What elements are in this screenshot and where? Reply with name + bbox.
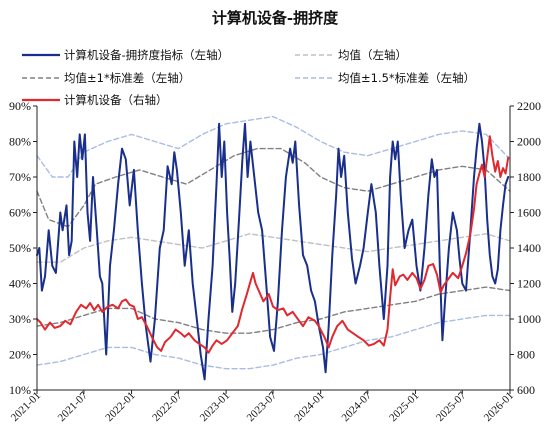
legend-label-index: 计算机设备（右轴） (64, 93, 168, 107)
right-axis-ticks: 600 800 1000 1200 1400 1600 1800 2000 2200 (510, 99, 541, 397)
x-tick-label: 2024-01 (292, 390, 326, 424)
x-axis-ticks: 2021-01 2021-07 2022-01 2022-07 2023-01 2023-… (9, 389, 516, 424)
bands-layer (36, 115, 511, 370)
left-tick-label: 20% (9, 348, 31, 362)
left-tick-label: 60% (9, 206, 31, 220)
right-tick-label: 600 (517, 383, 535, 397)
right-tick-label: 1800 (517, 170, 541, 184)
series-line-band15-lower (36, 314, 511, 370)
x-tick-label: 2026-01 (482, 390, 516, 424)
right-tick-label: 1400 (517, 241, 541, 255)
left-axis-ticks: 10% 20% 30% 40% 50% 60% 70% 80% 90% (9, 99, 37, 397)
legend-label-crowding: 计算机设备-拥挤度指标（左轴） (64, 48, 229, 62)
right-tick-label: 2200 (517, 99, 541, 113)
legend: 计算机设备-拥挤度指标（左轴） 均值（左轴） 均值±1*标准差（左轴） 均值±1… (22, 48, 475, 107)
left-tick-label: 10% (9, 383, 31, 397)
legend-label-band1: 均值±1*标准差（左轴） (64, 71, 190, 85)
right-tick-label: 1200 (517, 277, 541, 291)
x-tick-label: 2025-07 (434, 389, 469, 424)
right-tick-label: 2000 (517, 135, 541, 149)
series-line-index (36, 135, 510, 354)
left-tick-label: 90% (9, 99, 31, 113)
right-tick-label: 1000 (517, 312, 541, 326)
left-tick-label: 30% (9, 312, 31, 326)
chart-title: 计算机设备-拥挤度 (212, 9, 339, 27)
series-line-band15-upper (36, 115, 511, 178)
left-tick-label: 80% (9, 135, 31, 149)
x-tick-label: 2022-07 (150, 389, 185, 424)
series-line-mean (36, 233, 511, 263)
right-tick-label: 1600 (517, 206, 541, 220)
x-tick-label: 2023-07 (245, 389, 280, 424)
right-tick-label: 800 (517, 348, 535, 362)
series-line-band1-upper (36, 147, 511, 228)
series-line-crowding (36, 122, 510, 381)
left-tick-label: 50% (9, 241, 31, 255)
x-tick-label: 2021-07 (56, 389, 91, 424)
x-tick-label: 2023-01 (198, 390, 232, 424)
left-tick-label: 70% (9, 170, 31, 184)
legend-label-band15: 均值±1.5*标准差（左轴） (338, 71, 475, 85)
series-line-band1-lower (36, 286, 511, 334)
x-tick-label: 2024-07 (339, 389, 374, 424)
lines-layer (36, 122, 510, 381)
x-tick-label: 2022-01 (103, 390, 137, 424)
x-tick-label: 2025-01 (387, 390, 421, 424)
legend-label-mean: 均值（左轴） (338, 48, 407, 62)
left-tick-label: 40% (9, 277, 31, 291)
